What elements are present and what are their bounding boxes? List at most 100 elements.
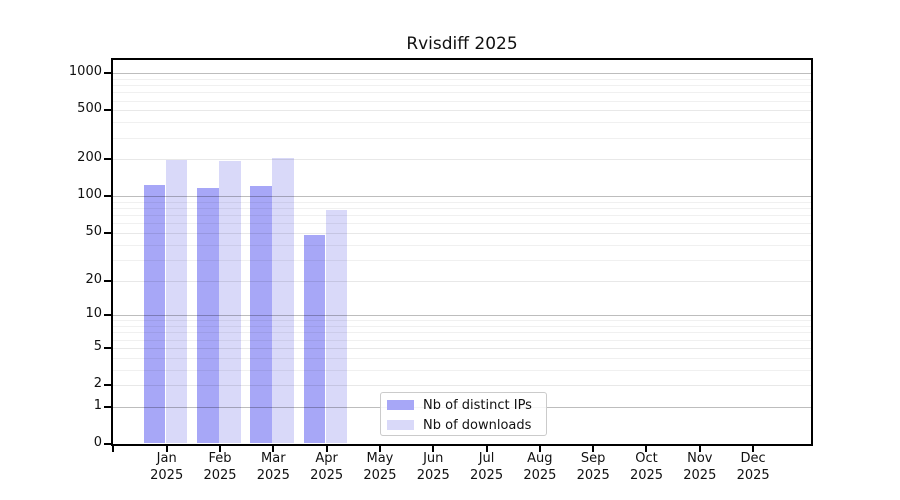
y-tick-label-2: 2	[93, 376, 102, 392]
y-tick-10	[104, 314, 111, 317]
minor-gridline-900	[113, 78, 811, 80]
legend-item-1: Nb of downloads	[387, 415, 546, 435]
x-tick-label-mar: Mar 2025	[242, 450, 304, 484]
x-edge-tick	[112, 446, 115, 452]
x-tick-label-nov: Nov 2025	[669, 450, 731, 484]
bar-nb-of-distinct-ips-jan	[143, 185, 166, 443]
y-tick-20	[104, 279, 111, 282]
y-tick-50	[104, 232, 111, 235]
minor-gridline-80	[113, 208, 811, 210]
minor-gridline-7	[113, 332, 811, 334]
x-label-month: Jun	[423, 451, 444, 466]
x-tick-dec	[752, 446, 755, 452]
y-tick-label-5: 5	[93, 338, 102, 354]
minor-gridline-70	[113, 215, 811, 217]
y-tick-label-100: 100	[77, 187, 102, 203]
minor-gridline-9	[113, 320, 811, 322]
y-tick-500	[104, 109, 111, 112]
gridline-10	[113, 315, 811, 317]
minor-gridline-8	[113, 326, 811, 328]
x-label-year: 2025	[523, 468, 557, 483]
x-label-month: Nov	[687, 451, 713, 466]
y-tick-label-500: 500	[77, 101, 102, 117]
x-tick-label-may: May 2025	[349, 450, 411, 484]
legend-swatch-1	[387, 420, 414, 430]
gridline-100	[113, 196, 811, 198]
x-label-month: Dec	[740, 451, 766, 466]
y-tick-100	[104, 195, 111, 198]
x-tick-mar	[272, 446, 275, 452]
x-label-month: Sep	[580, 451, 606, 466]
minor-gridline-90	[113, 201, 811, 203]
y-tick-label-0: 0	[93, 435, 102, 450]
x-tick-label-jul: Jul 2025	[456, 450, 518, 484]
x-label-month: Feb	[208, 451, 232, 466]
x-tick-label-jan: Jan 2025	[136, 450, 198, 484]
legend-item-0: Nb of distinct IPs	[387, 395, 546, 415]
y-tick-label-1: 1	[93, 397, 102, 413]
bar-nb-of-distinct-ips-mar	[250, 185, 272, 443]
x-label-year: 2025	[416, 468, 450, 483]
x-tick-jun	[432, 446, 435, 452]
x-label-year: 2025	[256, 468, 290, 483]
bar-nb-of-downloads-jan	[165, 160, 188, 443]
x-tick-label-sep: Sep 2025	[562, 450, 624, 484]
bar-nb-of-downloads-mar	[272, 158, 294, 443]
x-tick-apr	[325, 446, 328, 452]
minor-gridline-4	[113, 357, 811, 359]
minor-gridline-40	[113, 244, 811, 246]
legend-label-1: Nb of downloads	[423, 417, 532, 433]
gridline-2	[113, 385, 811, 387]
minor-gridline-6	[113, 339, 811, 341]
x-label-year: 2025	[203, 468, 237, 483]
y-tick-label-50: 50	[85, 224, 102, 240]
x-label-month: Jul	[478, 451, 495, 466]
x-label-year: 2025	[629, 468, 664, 483]
x-tick-oct	[645, 446, 648, 452]
x-tick-aug	[538, 446, 541, 452]
minor-gridline-400	[113, 122, 811, 124]
x-label-year: 2025	[736, 468, 770, 483]
legend-swatch-0	[387, 400, 414, 410]
y-tick-label-10: 10	[85, 306, 102, 322]
minor-gridline-30	[113, 259, 811, 261]
x-label-month: Apr	[315, 451, 338, 466]
minor-gridline-600	[113, 100, 811, 102]
x-label-month: Jan	[156, 451, 177, 466]
x-tick-may	[378, 446, 381, 452]
gridline-200	[113, 159, 811, 161]
x-tick-label-oct: Oct 2025	[615, 450, 677, 484]
x-tick-sep	[592, 446, 595, 452]
y-tick-200	[104, 158, 111, 161]
gridline-5	[113, 347, 811, 349]
x-label-year: 2025	[363, 468, 397, 483]
x-label-month: Mar	[261, 451, 286, 466]
x-tick-feb	[219, 446, 221, 452]
x-tick-label-jun: Jun 2025	[402, 450, 464, 484]
y-tick-5	[104, 346, 111, 349]
x-tick-nov	[698, 446, 701, 452]
chart-title: Rvisdiff 2025	[406, 34, 518, 54]
y-tick-2	[104, 384, 111, 387]
x-tick-label-feb: Feb 2025	[189, 450, 251, 484]
y-tick-label-1000: 1000	[68, 64, 102, 80]
minor-gridline-800	[113, 85, 811, 87]
bar-nb-of-distinct-ips-apr	[303, 235, 326, 443]
bar-nb-of-downloads-apr	[325, 210, 348, 443]
minor-gridline-60	[113, 223, 811, 225]
legend-label-0: Nb of distinct IPs	[423, 397, 532, 413]
y-tick-label-20: 20	[85, 271, 102, 287]
gridline-500	[113, 110, 811, 112]
x-tick-label-apr: Apr 2025	[296, 450, 358, 484]
x-label-year: 2025	[576, 468, 610, 483]
gridline-1000	[113, 73, 811, 75]
minor-gridline-300	[113, 137, 811, 139]
x-label-month: Aug	[527, 451, 553, 466]
x-label-year: 2025	[683, 468, 717, 483]
x-tick-label-aug: Aug 2025	[509, 450, 571, 484]
bar-nb-of-distinct-ips-feb	[197, 187, 219, 443]
gridline-20	[113, 280, 811, 282]
